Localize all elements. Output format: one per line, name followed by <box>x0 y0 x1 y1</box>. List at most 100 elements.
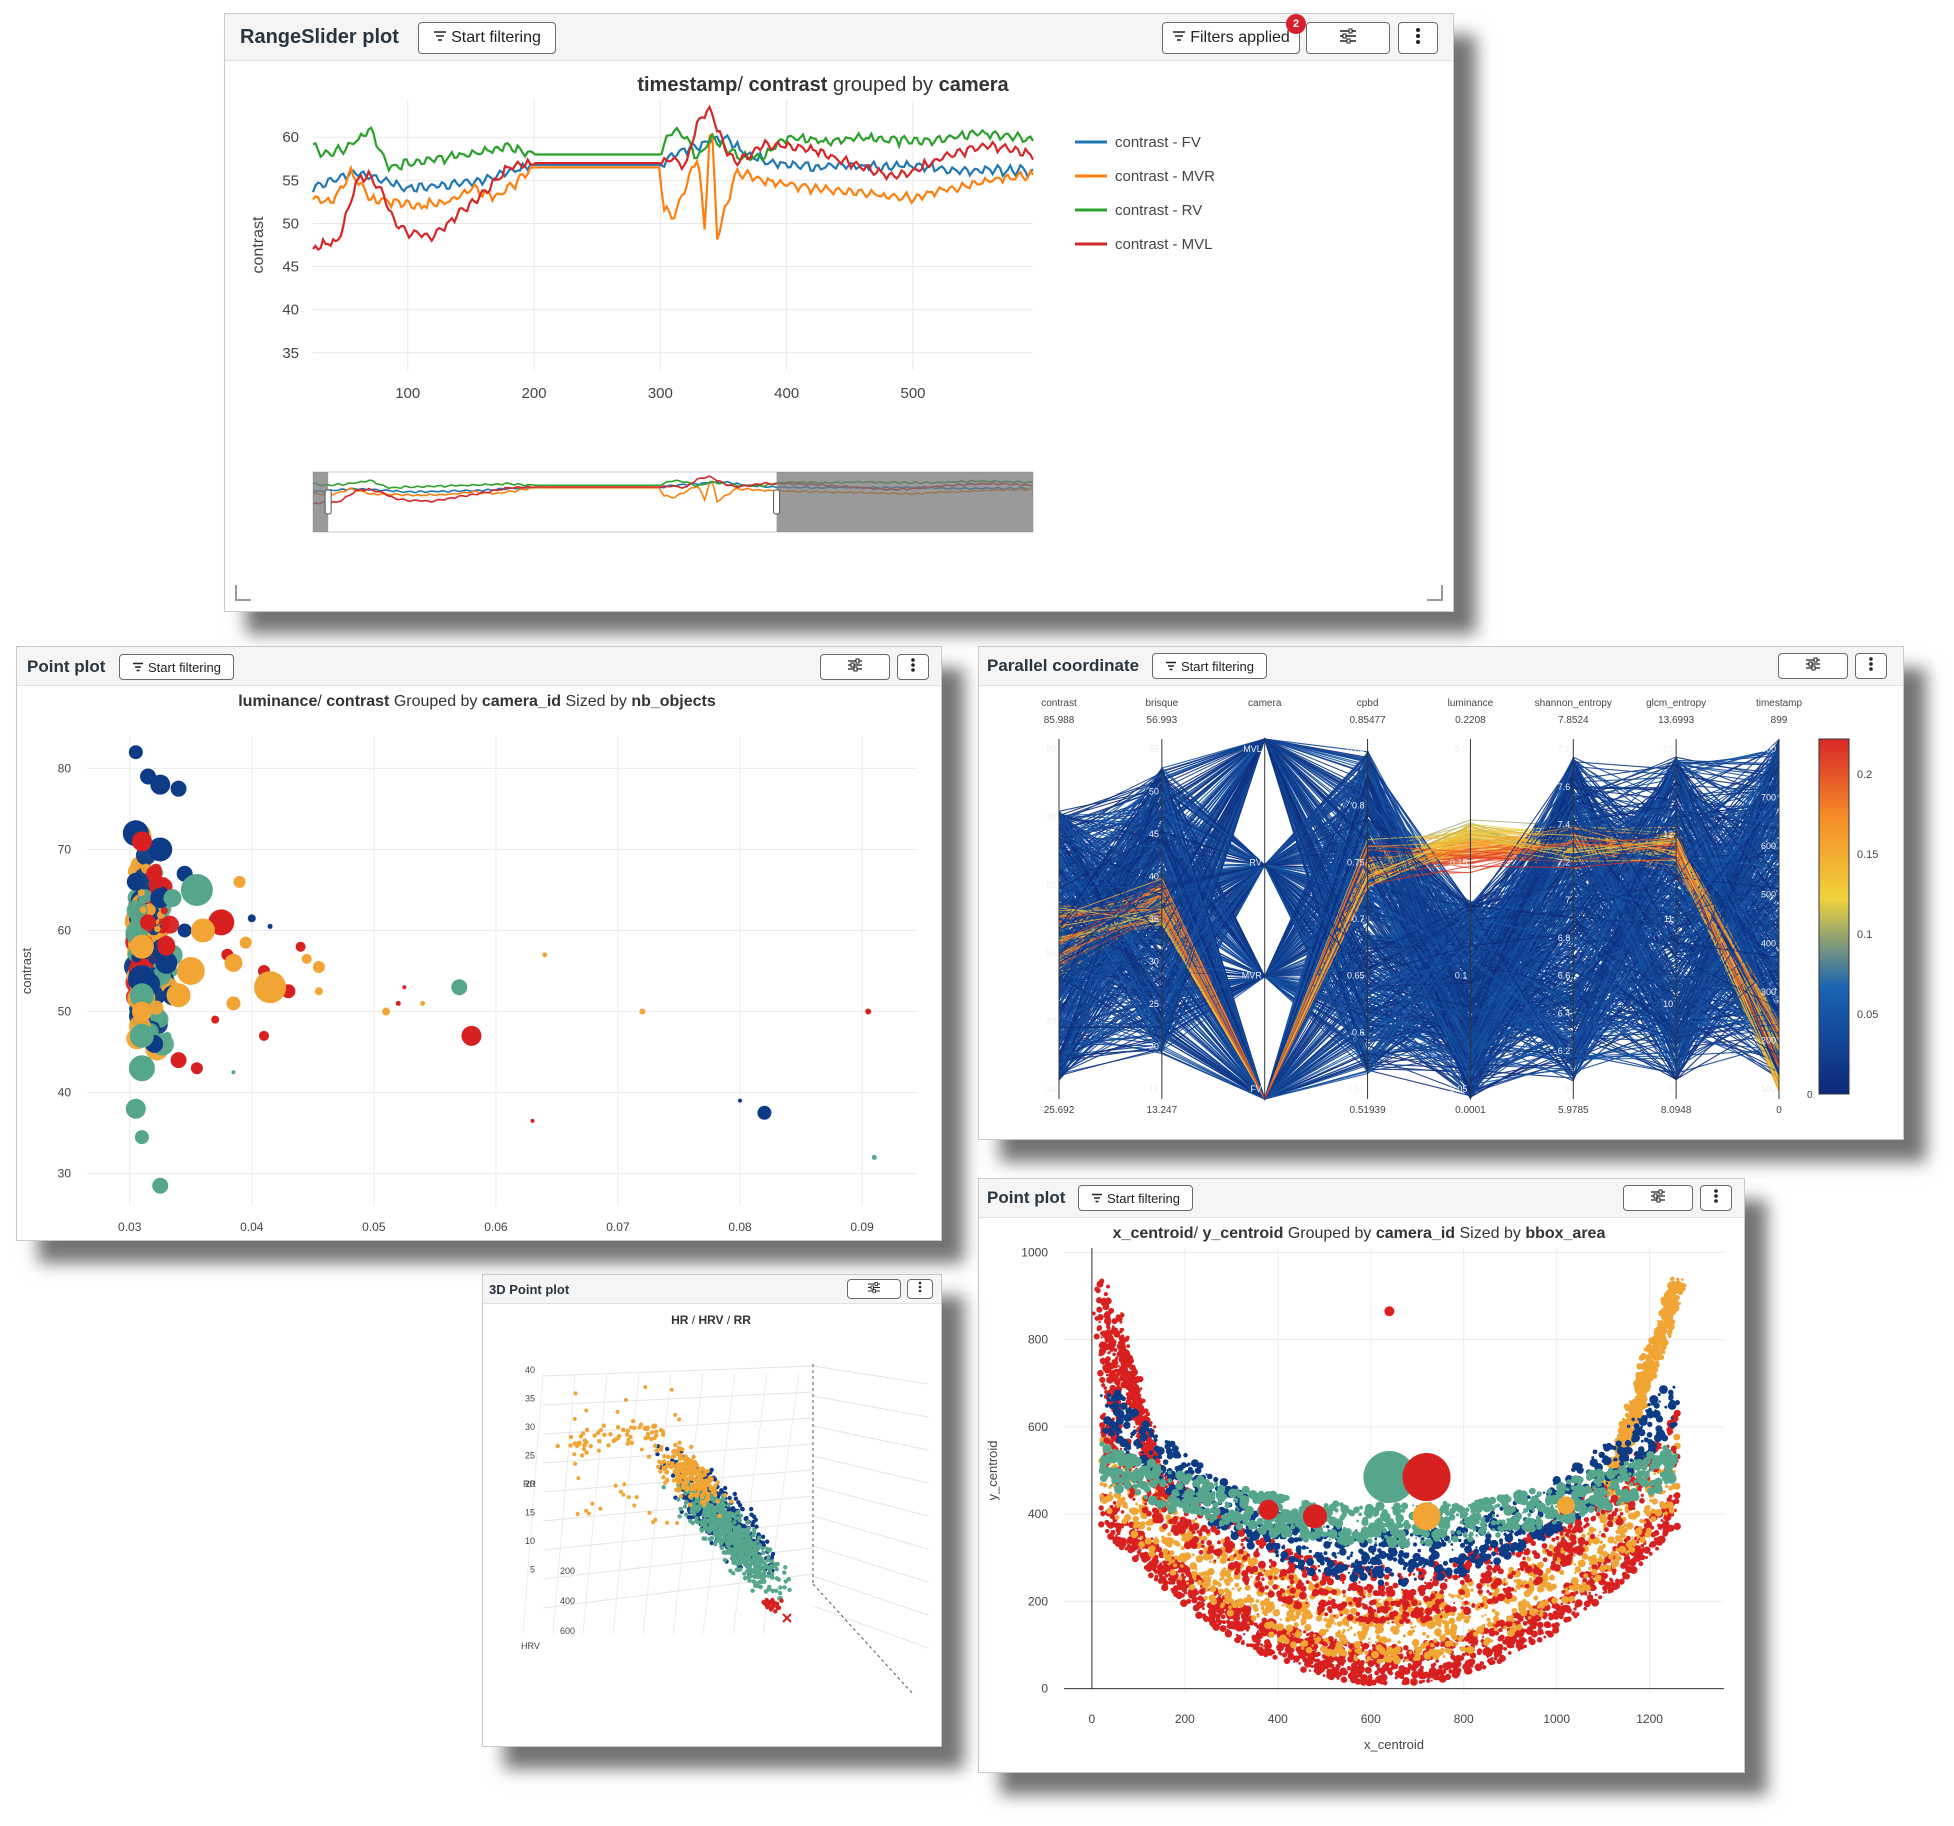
settings-button[interactable] <box>1623 1185 1693 1211</box>
scatter-point <box>1183 1575 1187 1579</box>
start-filtering-button[interactable]: Start filtering <box>1152 653 1267 679</box>
scatter-point <box>1138 1504 1142 1508</box>
scatter-point <box>1442 1655 1446 1658</box>
scatter-point <box>1318 1628 1327 1637</box>
y-tick-label: 200 <box>1028 1594 1048 1608</box>
scatter-point <box>1272 1654 1278 1660</box>
y-tick-label: 45 <box>282 259 299 276</box>
scatter-point <box>1308 1660 1313 1664</box>
scatter-point <box>1656 1509 1662 1515</box>
data-point-scarlet <box>157 937 176 956</box>
scatter-point <box>1568 1585 1574 1590</box>
scatter-point <box>1471 1627 1475 1631</box>
legend-label: contrast - FV <box>1115 134 1201 151</box>
scatter-point <box>1382 1680 1388 1686</box>
scatter-point <box>1102 1305 1107 1310</box>
range-slider-panel: RangeSlider plot Start filtering Filters… <box>224 13 1454 612</box>
scatter-point <box>1444 1640 1452 1648</box>
axis-tick: 55 <box>1149 744 1159 754</box>
scatter-point <box>1470 1640 1475 1646</box>
scatter-point <box>1663 1531 1668 1536</box>
scatter-point <box>1127 1547 1134 1554</box>
scatter-point <box>1102 1483 1108 1488</box>
start-filtering-button[interactable]: Start filtering <box>418 22 556 54</box>
scatter-point <box>1369 1673 1373 1677</box>
scatter-point <box>1499 1634 1505 1640</box>
scatter-point <box>1106 1513 1110 1517</box>
scatter-point <box>1298 1662 1302 1665</box>
scatter-point <box>1126 1543 1131 1549</box>
scatter-point <box>1162 1548 1169 1555</box>
range-slider-handle[interactable] <box>324 489 332 515</box>
scatter-point <box>1622 1575 1627 1580</box>
scatter-point <box>1296 1629 1299 1632</box>
parallel-coordinates-chart[interactable]: contrast85.98825.692807060504030brisque5… <box>979 686 1901 1138</box>
resize-corner[interactable] <box>235 585 251 601</box>
scatter-point <box>1672 1494 1676 1497</box>
scatter-point <box>1376 1677 1383 1684</box>
settings-button[interactable] <box>820 654 890 680</box>
scatter-point <box>1329 1663 1335 1669</box>
start-filtering-button[interactable]: Start filtering <box>1078 1185 1193 1211</box>
scatter-point <box>1290 1641 1295 1646</box>
axis-tick: 20 <box>1149 1042 1159 1052</box>
scatter-point <box>1656 1326 1659 1329</box>
scatter-point <box>1645 1521 1653 1528</box>
panel-header: Point plot Start filtering <box>979 1179 1744 1218</box>
cluster-point <box>161 915 180 934</box>
scatter-point <box>1382 1671 1386 1674</box>
parallel-line <box>1058 759 1780 1033</box>
scatter-point <box>1576 1583 1582 1589</box>
scatter-point <box>1414 1625 1417 1628</box>
data-point-scarlet <box>530 1118 535 1123</box>
chart-title: x_centroid/ y_centroid Grouped by camera… <box>1113 1225 1606 1242</box>
scatter-point <box>1125 1335 1130 1340</box>
scatter-point <box>1306 1610 1311 1615</box>
scatter-point <box>1201 1607 1205 1611</box>
menu-button[interactable] <box>1855 653 1887 679</box>
settings-button[interactable] <box>1778 653 1848 679</box>
menu-button[interactable] <box>1700 1185 1732 1211</box>
scatter-point <box>1231 1587 1234 1590</box>
filters-applied-button[interactable]: Filters applied <box>1162 22 1300 54</box>
scatter-point <box>1227 1605 1232 1610</box>
scatter-point <box>1659 1327 1663 1331</box>
axis-tick: 300 <box>1761 987 1776 997</box>
scatter-point <box>1228 1598 1235 1604</box>
x-tick-label: 200 <box>1175 1712 1195 1726</box>
scatter-chart[interactable]: luminance/ contrast Grouped by camera_id… <box>17 686 939 1239</box>
scatter-point <box>1107 1533 1112 1538</box>
start-filtering-button[interactable]: Start filtering <box>119 654 234 680</box>
centroid-point-plot-panel: Point plot Start filtering x_centroid/ y… <box>978 1178 1745 1773</box>
settings-button[interactable] <box>1306 22 1390 54</box>
scatter-point <box>1319 1666 1322 1670</box>
scatter-point <box>1523 1590 1531 1598</box>
chart-title-part: Sized by <box>1455 1225 1525 1242</box>
axis-tick: 45 <box>1149 829 1159 839</box>
scatter-point <box>1171 1559 1176 1563</box>
scatter-point <box>1650 1508 1656 1514</box>
scatter-point <box>1281 1652 1288 1658</box>
panel-header: RangeSlider plot Start filtering Filters… <box>225 14 1453 61</box>
menu-button[interactable] <box>1398 22 1438 54</box>
scatter-point <box>1458 1655 1465 1662</box>
resize-corner[interactable] <box>1427 585 1443 601</box>
scatter-point <box>1505 1619 1513 1628</box>
scatter-point <box>1636 1403 1640 1407</box>
scatter-point <box>1614 1541 1618 1545</box>
data-point-amber <box>166 983 191 1008</box>
scatter-point <box>1456 1594 1462 1599</box>
scatter-point <box>1313 1637 1316 1641</box>
scatter-point <box>1340 1662 1344 1667</box>
scatter-point <box>1244 1584 1251 1591</box>
scatter-point <box>1560 1602 1564 1606</box>
scatter-point <box>1486 1584 1490 1588</box>
menu-button[interactable] <box>897 654 929 680</box>
parallel-line <box>1058 737 1780 1077</box>
line-chart[interactable]: timestamp/ contrast grouped by camera605… <box>225 60 1451 610</box>
scatter-point <box>1383 1675 1387 1679</box>
scatter-point <box>1191 1597 1198 1604</box>
range-slider-handle[interactable] <box>773 489 781 515</box>
scatter-point <box>1543 1616 1547 1620</box>
centroid-scatter-chart[interactable]: x_centroid/ y_centroid Grouped by camera… <box>979 1218 1742 1771</box>
